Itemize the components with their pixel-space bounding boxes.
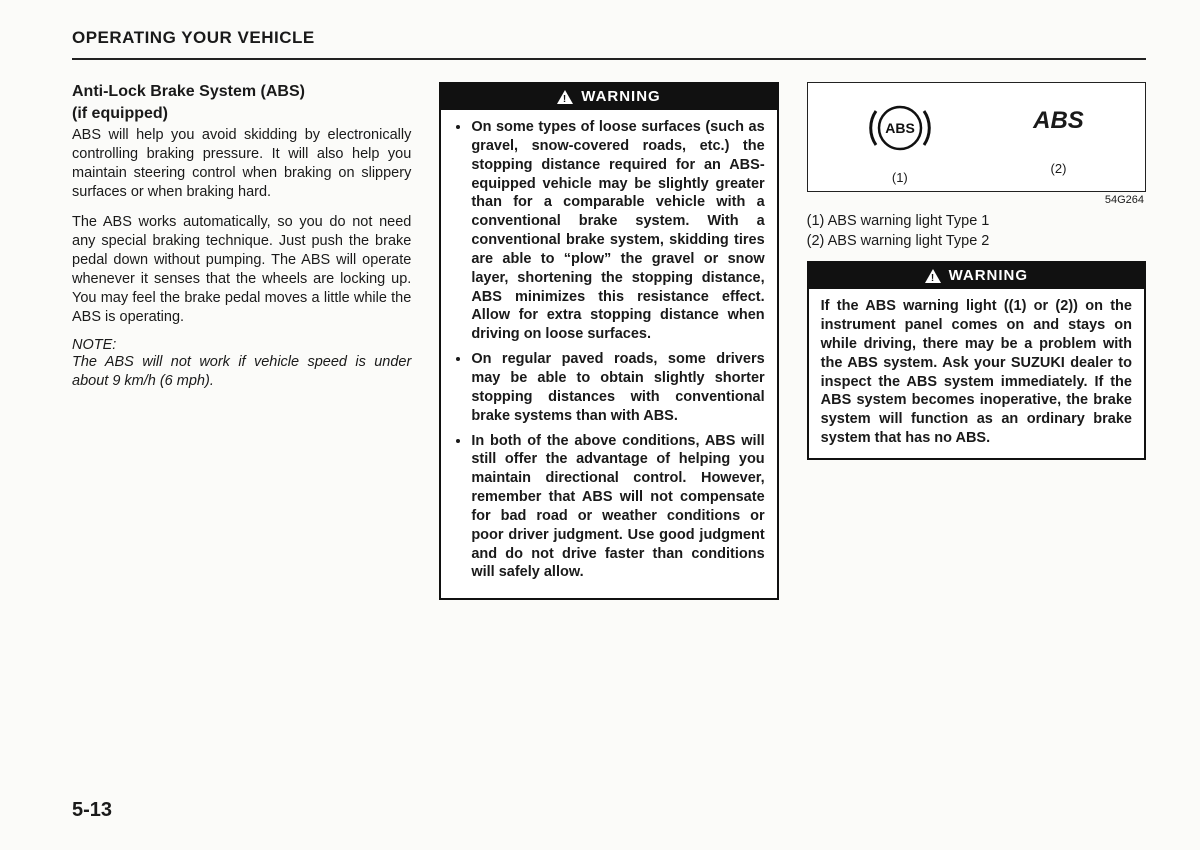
- page-header: OPERATING YOUR VEHICLE: [72, 28, 1146, 60]
- warning-box-2: ! WARNING If the ABS warning light ((1) …: [807, 261, 1146, 460]
- svg-text:!: !: [563, 94, 567, 104]
- warning-triangle-icon: !: [925, 269, 941, 283]
- warning-title-2: WARNING: [949, 267, 1029, 284]
- column-1: Anti-Lock Brake System (ABS) (if equippe…: [72, 82, 411, 610]
- warning-title-1: WARNING: [581, 88, 661, 105]
- figure-label-2: (2): [1033, 161, 1084, 176]
- abs-circle-icon: ABS: [869, 97, 931, 159]
- warning1-item-0: On some types of loose surfaces (such as…: [471, 118, 764, 344]
- section-title-line1: Anti-Lock Brake System (ABS): [72, 82, 411, 102]
- content-columns: Anti-Lock Brake System (ABS) (if equippe…: [72, 82, 1146, 610]
- warning-body-1: On some types of loose surfaces (such as…: [441, 110, 776, 598]
- abs-plain-text: ABS: [1033, 107, 1084, 135]
- figure-type-2: ABS (2): [1033, 107, 1084, 176]
- warning-header-1: ! WARNING: [441, 84, 776, 110]
- warning1-item-1: On regular paved roads, some drivers may…: [471, 350, 764, 425]
- svg-text:ABS: ABS: [885, 120, 915, 136]
- warning-body-2: If the ABS warning light ((1) or (2)) on…: [809, 289, 1144, 458]
- page-number: 5-13: [72, 799, 112, 822]
- column-3: ABS (1) ABS (2) 54G264 (1) ABS warning l…: [807, 82, 1146, 610]
- figure-code: 54G264: [807, 194, 1144, 206]
- paragraph-1: ABS will help you avoid skidding by elec…: [72, 126, 411, 203]
- figure-label-1: (1): [869, 170, 931, 185]
- warning1-item-2: In both of the above conditions, ABS wil…: [471, 432, 764, 583]
- section-title-line2: (if equipped): [72, 104, 411, 124]
- paragraph-2: The ABS works automatically, so you do n…: [72, 213, 411, 328]
- column-2: ! WARNING On some types of loose surface…: [439, 82, 778, 610]
- figure-type-1: ABS (1): [869, 97, 931, 185]
- warning-triangle-icon: !: [557, 90, 573, 104]
- svg-text:!: !: [930, 273, 934, 283]
- warning-box-1: ! WARNING On some types of loose surface…: [439, 82, 778, 600]
- note-text: The ABS will not work if vehicle speed i…: [72, 353, 411, 391]
- note-label: NOTE:: [72, 337, 411, 353]
- figure-legend-1: (1) ABS warning light Type 1: [807, 212, 1146, 232]
- figure-legend: (1) ABS warning light Type 1 (2) ABS war…: [807, 212, 1146, 251]
- warning-header-2: ! WARNING: [809, 263, 1144, 289]
- abs-figure-box: ABS (1) ABS (2): [807, 82, 1146, 192]
- figure-legend-2: (2) ABS warning light Type 2: [807, 232, 1146, 252]
